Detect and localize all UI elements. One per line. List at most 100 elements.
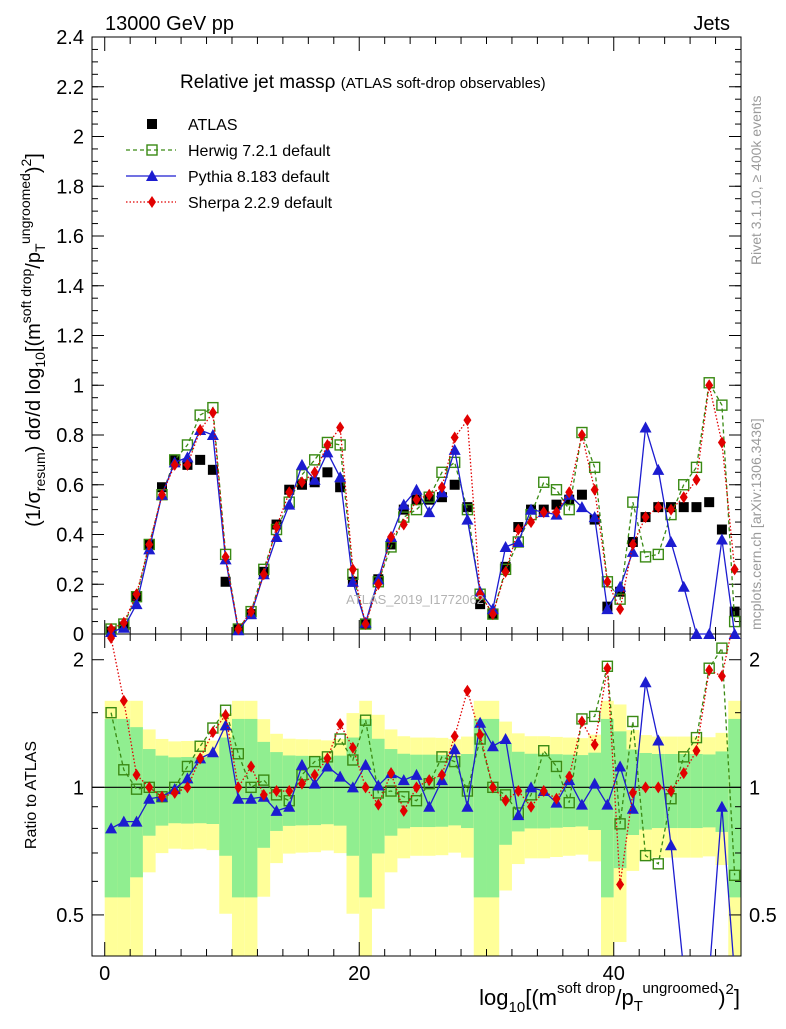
header-right: Jets <box>693 13 730 35</box>
data-point <box>705 379 714 392</box>
uncertainty-bands <box>104 700 741 956</box>
data-point <box>336 421 345 434</box>
data-point <box>334 471 347 483</box>
ratio-point <box>130 783 143 795</box>
y-tick-label: 1.2 <box>56 326 84 348</box>
data-point <box>488 608 497 621</box>
ratio-point <box>399 804 408 817</box>
legend-label: Herwig 7.2.1 default <box>188 143 331 160</box>
header-left: 13000 GeV pp <box>105 13 234 35</box>
ratio-point <box>667 785 676 798</box>
ratio-point <box>678 964 690 975</box>
data-point <box>678 479 690 491</box>
stat-uncertainty-band <box>613 731 627 869</box>
ratio-point <box>652 858 664 870</box>
stat-uncertainty-band <box>499 743 512 845</box>
ratio-point <box>372 779 385 791</box>
data-point <box>374 578 383 591</box>
ratio-point <box>715 800 728 812</box>
y-tick-label: 1.8 <box>56 176 84 198</box>
data-point <box>728 628 741 639</box>
ratio-point <box>679 767 688 780</box>
stat-uncertainty-band <box>231 718 245 898</box>
data-point <box>334 439 346 451</box>
data-point <box>386 539 397 550</box>
ratio-point <box>143 792 156 804</box>
stat-uncertainty-band <box>321 756 334 825</box>
ratio-point <box>703 969 715 980</box>
stat-uncertainty-band <box>155 755 169 826</box>
data-point <box>601 603 614 615</box>
ratio-point <box>729 969 741 980</box>
data-point <box>716 524 727 535</box>
data-point <box>308 473 321 485</box>
watermark: ATLAS_2019_I1772062 <box>346 592 484 607</box>
ratio-point <box>270 804 283 816</box>
data-point <box>208 406 217 419</box>
data-point <box>321 446 334 458</box>
ratio-point <box>486 740 499 752</box>
data-point <box>207 464 218 475</box>
ratio-tick-label-right: 2 <box>749 650 760 672</box>
data-point <box>626 545 639 557</box>
y-tick-label: 1.4 <box>56 276 84 298</box>
stat-uncertainty-band <box>371 738 385 854</box>
data-point <box>703 628 716 639</box>
y-tick-label: 1.6 <box>56 226 84 248</box>
data-point <box>501 565 510 578</box>
data-point <box>652 548 664 561</box>
ratio-point <box>387 767 396 780</box>
data-point <box>181 439 194 451</box>
data-point <box>181 451 194 463</box>
data-point <box>512 535 525 547</box>
data-point <box>272 521 281 534</box>
ratio-point <box>501 794 510 807</box>
stat-uncertainty-band <box>588 752 602 831</box>
y-tick-label: 0.2 <box>56 574 84 596</box>
ratio-point <box>577 715 586 728</box>
data-point <box>577 429 586 441</box>
data-point <box>476 588 485 601</box>
stat-uncertainty-band <box>715 751 729 832</box>
stat-uncertainty-band <box>550 754 563 828</box>
y-tick-label: 0.8 <box>56 425 84 447</box>
data-point <box>323 438 332 451</box>
stat-uncertainty-band <box>562 754 576 828</box>
data-point <box>551 499 562 510</box>
ratio-point <box>717 670 726 683</box>
ratio-point <box>348 741 357 754</box>
ratio-point <box>588 777 601 789</box>
ratio-line <box>110 682 734 956</box>
data-point <box>234 623 243 636</box>
ratio-pythia <box>105 676 741 980</box>
stat-uncertainty-band <box>206 756 220 824</box>
ratio-point <box>410 768 423 780</box>
ratio-point <box>575 798 588 810</box>
ratio-point <box>245 792 258 804</box>
data-point <box>616 603 625 616</box>
ratio-point <box>157 790 166 803</box>
data-point <box>538 476 550 488</box>
ratio-point <box>412 781 421 794</box>
legend-label: Pythia 8.183 default <box>188 169 330 186</box>
data-point <box>692 473 701 486</box>
ratio-point <box>247 760 256 773</box>
ratio-point <box>614 760 627 772</box>
data-point <box>410 503 423 516</box>
data-point <box>449 479 460 490</box>
ratio-line <box>110 634 732 885</box>
stat-uncertainty-band <box>422 754 436 828</box>
data-point <box>590 483 599 496</box>
stat-uncertainty-band <box>448 755 462 826</box>
data-point <box>499 540 512 552</box>
data-point <box>614 580 627 592</box>
data-point <box>397 498 410 510</box>
ratio-point <box>221 709 230 722</box>
data-point <box>679 491 688 504</box>
stat-uncertainty-band <box>677 754 691 829</box>
ratio-point <box>359 714 372 726</box>
stat-uncertainty-band <box>702 754 716 828</box>
ratio-axis-label: Ratio to ATLAS <box>23 741 40 849</box>
ratio-point <box>107 634 116 645</box>
